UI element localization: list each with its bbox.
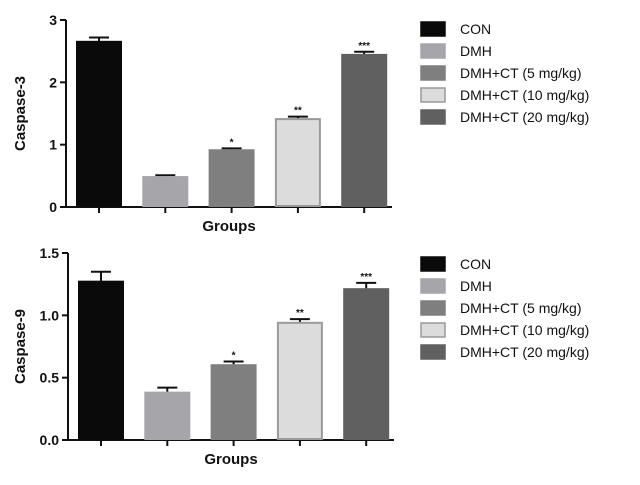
bar-4 [274,118,321,207]
significance-label: ** [296,308,304,319]
y-axis-label: Caspase-3 [12,76,29,151]
y-tick-label: 2 [49,74,57,90]
legend-label: DMH [460,43,492,59]
bar-3 [208,149,255,208]
bar-1 [76,40,122,207]
y-tick-label: 1.5 [40,245,60,261]
legend: CON DMH DMH+CT (5 mg/kg) DMH+CT (10 mg/kg) D… [420,256,589,360]
legend-swatch [420,43,446,59]
legend-label: CON [460,21,491,37]
legend-swatch [420,278,446,294]
legend: CON DMH DMH+CT (5 mg/kg) DMH+CT (10 mg/kg) D… [420,21,589,125]
y-tick-label: 3 [49,12,57,28]
legend-swatch [420,65,446,81]
bar-3 [210,364,257,441]
legend-swatch [420,21,446,37]
legend-swatch [420,344,446,360]
significance-label: *** [358,41,370,52]
significance-label: *** [360,272,372,283]
legend-swatch [420,109,446,125]
legend-label: CON [460,256,491,272]
legend-label: DMH+CT (20 mg/kg) [460,344,589,360]
legend-swatch [420,256,446,272]
chart-panel-2: 0.00.51.01.5******GroupsCaspase-9CONDMHD… [12,245,589,468]
bar-4 [276,321,323,440]
significance-label: ** [294,106,302,117]
legend-swatch [420,87,446,103]
bar-1 [78,280,124,440]
y-tick-label: 1.0 [40,307,60,323]
legend-label: DMH+CT (5 mg/kg) [460,300,581,316]
x-axis-label: Groups [204,451,257,468]
x-axis-label: Groups [202,218,255,235]
legend-label: DMH+CT (10 mg/kg) [460,87,589,103]
legend-label: DMH+CT (10 mg/kg) [460,322,589,338]
bar-5 [343,288,390,440]
significance-label: * [232,350,236,361]
y-tick-label: 1 [49,137,57,153]
legend-swatch [420,322,446,338]
legend-label: DMH+CT (20 mg/kg) [460,109,589,125]
legend-label: DMH [460,278,492,294]
bar-2 [142,176,189,208]
bar-2 [144,391,191,441]
legend-label: DMH+CT (5 mg/kg) [460,65,581,81]
y-axis-label: Caspase-9 [12,309,29,384]
legend-swatch [420,300,446,316]
y-tick-label: 0.0 [40,432,60,448]
y-tick-label: 0 [49,199,57,215]
bar-5 [341,53,388,208]
significance-label: * [230,137,234,148]
y-tick-label: 0.5 [40,370,60,386]
